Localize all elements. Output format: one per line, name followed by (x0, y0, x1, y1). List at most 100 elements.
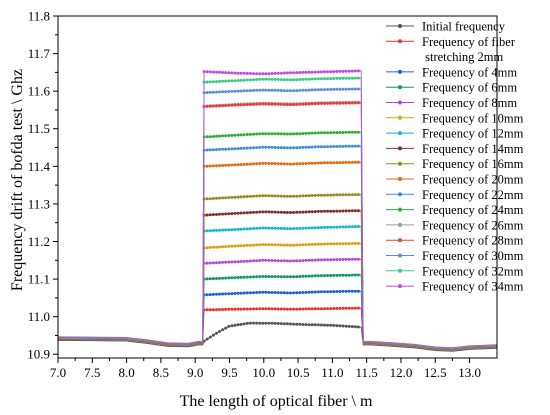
data-point (279, 102, 283, 106)
data-point (313, 258, 317, 262)
legend-item: Frequency of 30mm (386, 249, 524, 263)
data-point (282, 275, 286, 279)
data-point (310, 323, 314, 327)
data-point (255, 259, 259, 263)
data-point (242, 291, 246, 295)
data-point (289, 227, 292, 231)
data-point (313, 145, 317, 149)
data-point (218, 134, 221, 138)
data-point (282, 71, 286, 75)
data-point (313, 131, 317, 135)
data-point (233, 260, 237, 264)
data-point (282, 162, 286, 166)
data-point (205, 70, 209, 74)
data-point (292, 162, 296, 166)
legend-item: Frequency of 22mm (386, 188, 524, 202)
data-point (245, 243, 249, 247)
data-point (255, 162, 259, 166)
data-point (261, 258, 265, 262)
data-point (282, 146, 286, 150)
data-point (304, 194, 308, 198)
data-point (335, 193, 339, 197)
data-point (245, 133, 249, 136)
data-point (301, 88, 305, 92)
data-point (350, 160, 354, 164)
data-point (264, 243, 268, 247)
data-point (276, 275, 280, 279)
data-point (273, 321, 277, 325)
legend-swatch-marker (398, 100, 402, 105)
data-point (307, 77, 311, 81)
data-point (255, 210, 259, 214)
data-point (230, 133, 234, 137)
data-point (211, 148, 215, 152)
data-point (292, 146, 296, 150)
data-point (230, 292, 234, 296)
data-point (224, 90, 228, 94)
data-point (341, 306, 345, 310)
data-point (313, 193, 317, 197)
data-point (316, 307, 320, 311)
data-point (221, 228, 225, 232)
data-point (289, 259, 292, 263)
data-point (356, 289, 360, 293)
y-tick-label: 11.0 (28, 309, 50, 324)
data-point (295, 227, 299, 230)
data-point (292, 71, 296, 75)
series-16 (57, 69, 498, 349)
data-point (224, 196, 228, 200)
data-point (304, 323, 308, 327)
data-point (276, 226, 280, 230)
y-tick-label: 11.3 (28, 196, 50, 211)
data-point (276, 132, 280, 136)
legend-item: Frequency of 8mm (386, 96, 517, 110)
data-point (261, 88, 265, 92)
data-point (205, 80, 209, 84)
data-point (252, 78, 255, 82)
legend-swatch-marker (398, 177, 402, 181)
data-point (208, 335, 212, 339)
data-point (353, 225, 357, 229)
data-point (282, 210, 286, 214)
data-point (270, 77, 274, 81)
data-point (270, 194, 274, 198)
data-point (233, 133, 237, 137)
data-point (292, 89, 296, 93)
data-point (258, 145, 262, 149)
data-point (224, 326, 228, 330)
data-point (239, 307, 243, 311)
data-point (335, 161, 339, 165)
data-point (279, 243, 283, 247)
data-point (347, 306, 351, 310)
plot-frame (57, 15, 498, 359)
data-point (261, 145, 265, 149)
data-point (248, 78, 252, 82)
data-point (332, 273, 336, 277)
data-point (218, 292, 221, 296)
data-point (310, 307, 314, 311)
data-point (258, 162, 262, 165)
data-point (227, 163, 231, 167)
data-point (301, 70, 305, 74)
data-point (221, 90, 225, 94)
data-point (307, 290, 311, 294)
data-point (261, 321, 265, 325)
data-point (208, 148, 212, 152)
data-point (323, 145, 326, 149)
data-point (242, 211, 246, 215)
data-point (239, 227, 243, 231)
data-point (258, 243, 262, 247)
data-point (208, 246, 212, 249)
data-point (205, 277, 209, 281)
data-point (239, 163, 243, 167)
data-point (332, 258, 336, 262)
data-point (344, 257, 348, 261)
data-point (350, 76, 354, 80)
data-point (227, 307, 231, 311)
data-point (353, 160, 357, 164)
data-point (347, 242, 351, 246)
data-point (279, 259, 283, 263)
data-point (356, 209, 360, 213)
data-point (239, 195, 243, 199)
data-point (233, 89, 237, 93)
